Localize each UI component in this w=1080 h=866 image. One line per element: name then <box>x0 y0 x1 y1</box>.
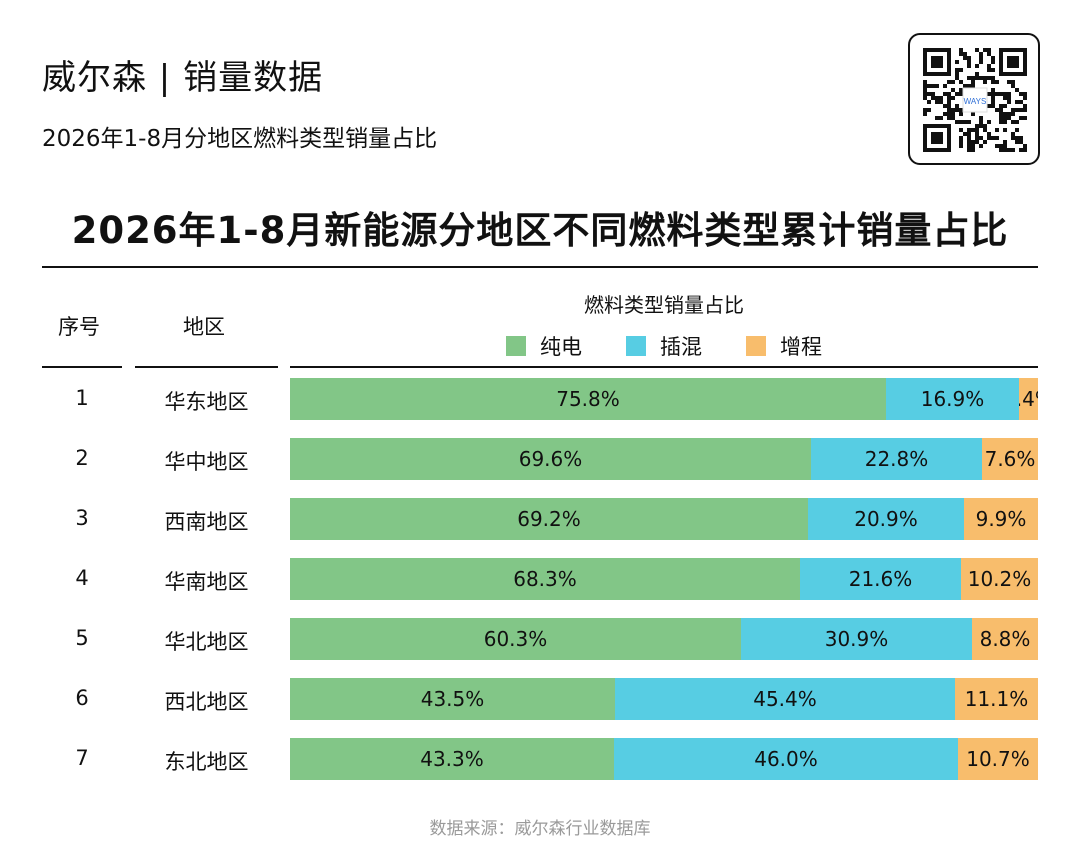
row-index: 7 <box>75 746 89 770</box>
bar-segment-phev: 16.9% <box>886 378 1019 420</box>
bar-segment-phev: 20.9% <box>808 498 964 540</box>
bar-segment-phev: 22.8% <box>811 438 982 480</box>
bar-segment-erev: 8.8% <box>972 618 1038 660</box>
row-region-label: 华北地区 <box>164 630 249 654</box>
bar-segment-erev: 10.2% <box>961 558 1038 600</box>
column-header-index: 序号 <box>58 315 100 339</box>
legend-item-bev: 纯电 <box>506 331 582 361</box>
bar-segment-erev: 10.7% <box>958 738 1038 780</box>
bar-segment-bev: 43.5% <box>290 678 615 720</box>
bar-segment-bev: 43.3% <box>290 738 614 780</box>
row-index: 3 <box>75 506 89 530</box>
title-divider <box>42 266 1038 268</box>
header-divider-index <box>42 366 122 368</box>
qr-logo-text: WAYS <box>964 97 987 106</box>
bar-segment-bev: 69.6% <box>290 438 811 480</box>
legend-label-phev: 插混 <box>660 335 702 359</box>
legend-label-erev: 增程 <box>780 335 822 359</box>
row-region-label: 华南地区 <box>164 570 249 594</box>
row-region-label: 华中地区 <box>164 450 249 474</box>
bar-segment-phev: 30.9% <box>741 618 972 660</box>
bar-segment-bev: 75.8% <box>290 378 886 420</box>
row-region-label: 东北地区 <box>164 750 249 774</box>
column-header-chart: 燃料类型销量占比 <box>584 293 744 317</box>
legend-label-bev: 纯电 <box>540 335 582 359</box>
row-index: 6 <box>75 686 89 710</box>
qr-code: WAYS <box>908 33 1040 165</box>
legend-swatch-erev <box>746 336 766 356</box>
legend-item-erev: 增程 <box>746 331 822 361</box>
bar-segment-bev: 68.3% <box>290 558 800 600</box>
row-region-label: 西北地区 <box>164 690 249 714</box>
stacked-bar: 43.3% 46.0% 10.7% <box>290 738 1038 780</box>
bar-segment-erev: 7.6% <box>982 438 1038 480</box>
row-region-label: 华东地区 <box>164 390 249 414</box>
bar-segment-erev: 2.4% <box>1019 378 1038 420</box>
chart-title: 2026年1-8月新能源分地区不同燃料类型累计销量占比 <box>71 209 1009 252</box>
bar-segment-phev: 46.0% <box>614 738 958 780</box>
row-index: 5 <box>75 626 89 650</box>
stacked-bar: 75.8%16.9%2.4% <box>290 378 1038 420</box>
column-header-region: 地区 <box>183 315 225 339</box>
bar-segment-erev: 9.9% <box>964 498 1038 540</box>
legend-swatch-bev <box>506 336 526 356</box>
bar-segment-bev: 60.3% <box>290 618 741 660</box>
row-index: 2 <box>75 446 89 470</box>
stacked-bar: 43.5% 45.4% 11.1% <box>290 678 1038 720</box>
bar-segment-erev: 11.1% <box>955 678 1038 720</box>
row-region-label: 西南地区 <box>164 510 249 534</box>
stacked-bar: 69.2% 20.9% 9.9% <box>290 498 1038 540</box>
stacked-bar: 68.3% 21.6% 10.2% <box>290 558 1038 600</box>
header-divider-chart <box>290 366 1038 368</box>
row-index: 1 <box>75 386 89 410</box>
legend: 纯电 插混 增程 <box>290 331 1038 361</box>
data-source: 数据来源：威尔森行业数据库 <box>429 819 651 839</box>
brand-title: 威尔森 | 销量数据 <box>42 58 324 98</box>
legend-item-phev: 插混 <box>626 331 702 361</box>
bar-segment-bev: 69.2% <box>290 498 808 540</box>
header-divider-region <box>135 366 278 368</box>
qr-code-icon: WAYS <box>923 48 1027 152</box>
row-index: 4 <box>75 566 89 590</box>
stacked-bar: 69.6% 22.8% 7.6% <box>290 438 1038 480</box>
stacked-bar: 60.3% 30.9% 8.8% <box>290 618 1038 660</box>
bar-segment-phev: 21.6% <box>800 558 961 600</box>
page-subtitle: 2026年1-8月分地区燃料类型销量占比 <box>42 126 438 152</box>
bar-segment-phev: 45.4% <box>615 678 955 720</box>
legend-swatch-phev <box>626 336 646 356</box>
